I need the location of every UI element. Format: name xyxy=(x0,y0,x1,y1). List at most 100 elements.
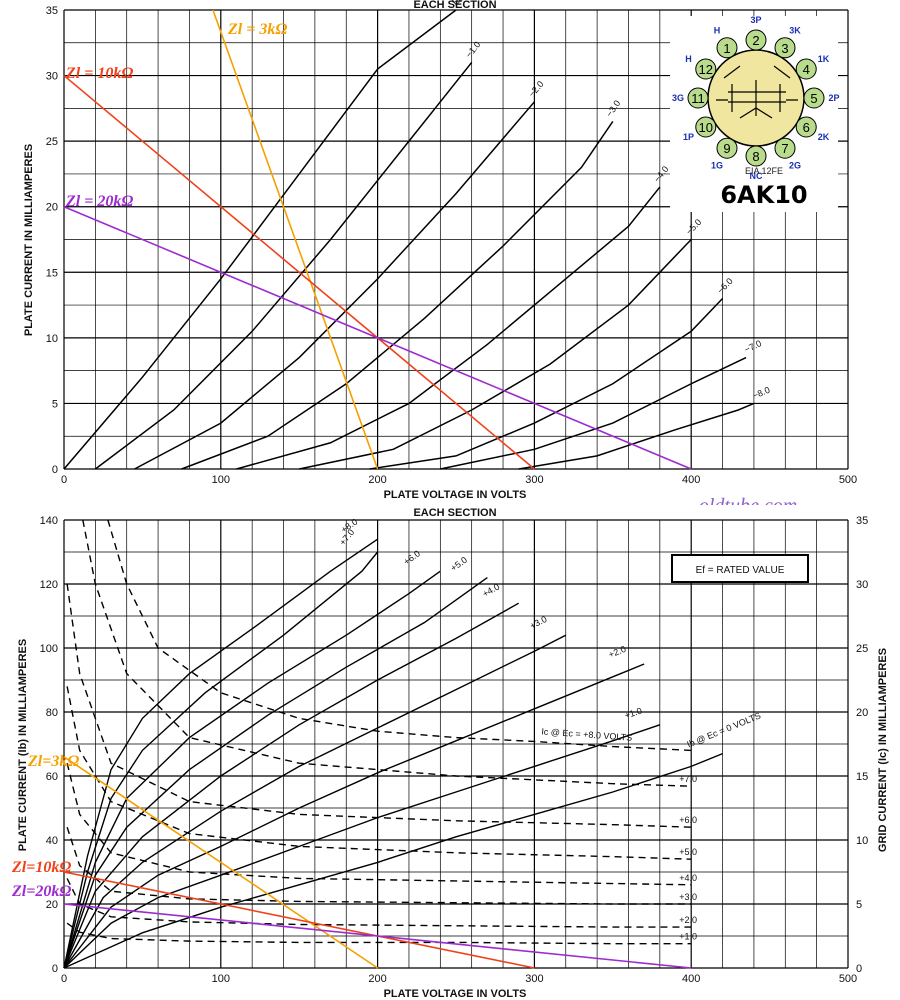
curve-label: +1.0 xyxy=(623,706,643,721)
load-line xyxy=(63,903,692,969)
y-tick-label: 15 xyxy=(46,267,58,279)
pin-circle xyxy=(745,29,767,51)
x-tick-label: 0 xyxy=(61,474,67,486)
pin-number: 2 xyxy=(752,33,759,48)
y-tick-label: 20 xyxy=(46,202,58,214)
y-tick-label: 10 xyxy=(46,333,58,345)
note-text: Ef = RATED VALUE xyxy=(696,565,785,576)
watermark: oldtube.com xyxy=(699,495,797,505)
y2-tick-label: 5 xyxy=(856,899,862,911)
x-tick-label: 300 xyxy=(525,474,543,486)
grid xyxy=(63,519,849,969)
pin-number: 5 xyxy=(810,91,817,106)
load-label-3k: Zl = 3kΩ xyxy=(227,21,287,38)
curve-label: +5.0 xyxy=(449,555,469,573)
grid-current-curve xyxy=(66,826,692,905)
pin-number: 7 xyxy=(781,141,788,156)
x-axis-title: PLATE VOLTAGE IN VOLTS xyxy=(384,489,527,501)
x-tick-label: 500 xyxy=(839,474,857,486)
plate-current-curve xyxy=(63,634,567,969)
y-tick-label: 30 xyxy=(46,71,58,83)
characteristic-curves: +8.0+7.0+6.0 +5.0+4.0+3.0+2.0+1.0 Ib @ Ec … xyxy=(63,517,762,969)
y-tick-label: 120 xyxy=(40,579,58,591)
y2-tick-label: 35 xyxy=(856,515,868,527)
curve-label: −6.0 xyxy=(715,276,735,296)
pin-label: 2K xyxy=(818,132,830,142)
grid-current-curve xyxy=(107,519,692,752)
load-line xyxy=(63,74,535,470)
pin-number: 11 xyxy=(691,91,705,106)
x-tick-label: 300 xyxy=(525,973,543,985)
pin-label: 1P xyxy=(683,132,694,142)
y2-axis-title: GRID CURRENT (Ic) IN MILLIAMPERES xyxy=(877,648,889,852)
curve-label: Ic @ Ec = +8.0 VOLTS xyxy=(541,726,632,742)
curve-label: +5.0 xyxy=(679,847,697,857)
plate-current-curve xyxy=(63,724,661,969)
note-box: Ef = RATED VALUE xyxy=(671,554,809,583)
pin-label: 3G xyxy=(672,93,684,103)
curve-label: +3.0 xyxy=(679,892,697,902)
pin-label: H xyxy=(685,54,692,64)
curve-label: +6.0 xyxy=(679,815,697,825)
pin-circle xyxy=(687,87,709,109)
load-line xyxy=(212,9,379,470)
curve-line xyxy=(134,101,535,470)
grid-current-curve xyxy=(66,922,692,945)
plate-current-curve xyxy=(63,663,645,969)
pin-number: 9 xyxy=(723,141,730,156)
curve-label: +4.0 xyxy=(679,873,697,883)
pin-number: 4 xyxy=(803,62,810,77)
pin-circle xyxy=(695,116,717,138)
pin-label: 1K xyxy=(818,54,830,64)
pin-number: 1 xyxy=(723,41,730,56)
load-label-10k: Zl = 10kΩ xyxy=(65,65,133,82)
curve-label: −7.0 xyxy=(743,338,763,355)
x-tick-label: 200 xyxy=(368,973,386,985)
plate-current-curve xyxy=(63,551,379,969)
curve-label: +8.0 xyxy=(339,517,359,535)
curve-label: +7.0 xyxy=(679,774,697,784)
x-tick-label: 500 xyxy=(839,973,857,985)
load-label-20k: Zl = 20kΩ xyxy=(65,193,133,210)
curve-line xyxy=(236,186,661,470)
plate-current-curve xyxy=(63,570,441,969)
y-tick-label: 60 xyxy=(46,771,58,783)
pin-label: 3P xyxy=(750,15,761,25)
y2-tick-label: 30 xyxy=(856,579,868,591)
plate-current-curve xyxy=(63,577,488,969)
pin-circle xyxy=(716,37,738,59)
chart-title: EACH SECTION xyxy=(413,0,496,11)
curve-line xyxy=(181,121,614,470)
characteristic-curves: Ec = 0 VOLTS−1.0−2.0−3.0−4.0−5.0−6.0−7.0… xyxy=(63,0,771,470)
curve-label: +2.0 xyxy=(607,644,627,660)
curve-label: +7.0 xyxy=(337,527,356,547)
axis-labels: 0 100 200 300 400 500020406080100120140051015… xyxy=(40,515,869,985)
y2-tick-label: 25 xyxy=(856,643,868,655)
load-lines xyxy=(63,9,692,470)
curve-line xyxy=(518,402,755,470)
curve-label: +3.0 xyxy=(528,614,548,631)
curve-line xyxy=(440,356,747,470)
y-axis-title: PLATE CURRENT (Ib) IN MILLIAMPERES xyxy=(17,639,29,851)
pin-label: 2G xyxy=(789,161,801,171)
pin-number: 3 xyxy=(781,41,788,56)
y-tick-label: 140 xyxy=(40,515,58,527)
y-tick-label: 20 xyxy=(46,899,58,911)
plate-characteristics-chart: Ec = 0 VOLTS−1.0−2.0−3.0−4.0−5.0−6.0−7.0… xyxy=(23,0,857,505)
pin-number: 6 xyxy=(803,120,810,135)
pin-circle xyxy=(795,58,817,80)
pin-number: 10 xyxy=(699,120,713,135)
y-tick-label: 100 xyxy=(40,643,58,655)
load-label-3k: Zl=3kΩ xyxy=(27,753,79,770)
y-tick-label: 25 xyxy=(46,136,58,148)
pin-circle xyxy=(774,37,796,59)
grid-current-curve xyxy=(66,686,692,860)
load-lines xyxy=(63,756,692,969)
base-type: EIA 12FE xyxy=(745,166,783,176)
chart-title: EACH SECTION xyxy=(413,507,496,519)
x-tick-label: 100 xyxy=(212,474,230,486)
y-tick-label: 0 xyxy=(52,963,58,975)
pin-circle xyxy=(774,137,796,159)
curve-label: −2.0 xyxy=(527,79,546,99)
